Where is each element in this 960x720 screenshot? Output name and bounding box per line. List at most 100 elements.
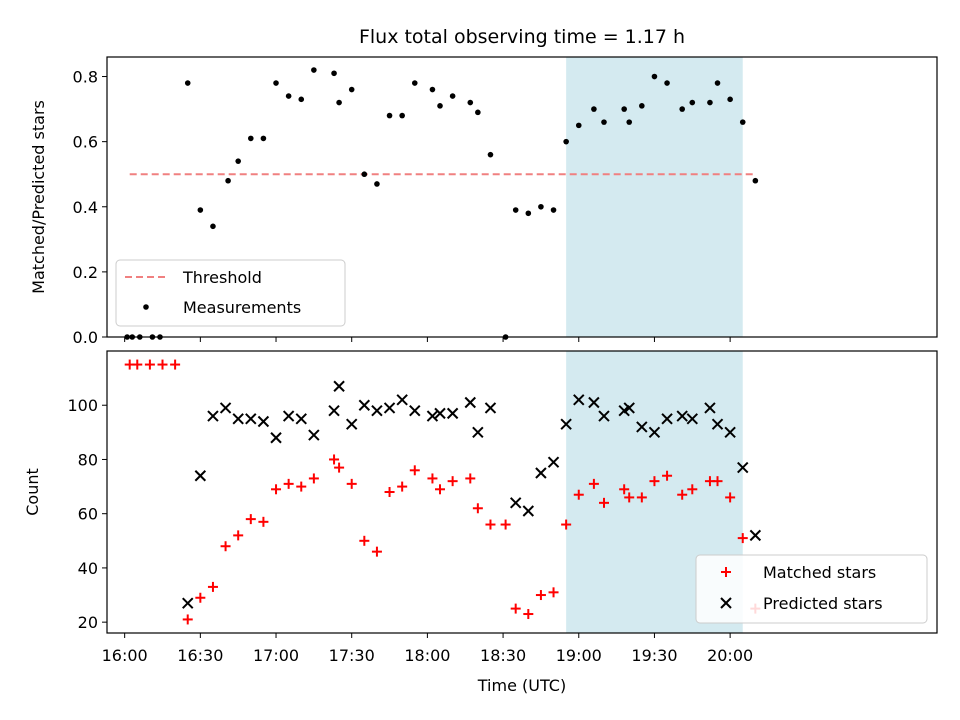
matched-star-point [523,609,534,620]
bottom-xtick-label: 16:00 [102,646,148,665]
measurement-point [429,86,436,93]
bottom-ytick-label: 20 [78,613,98,632]
measurement-point [512,207,519,213]
matched-star-point [472,503,483,514]
predicted-star-point [484,402,497,414]
predicted-star-point [219,402,232,414]
predicted-star-point [598,410,610,422]
measurement-point [639,103,645,109]
measurement-point [525,210,532,217]
top-legend: Threshold Measurements [115,259,346,327]
predicted-star-point [749,529,762,542]
bottom-xtick-label: 18:30 [480,646,526,665]
predicted-star-point [333,380,345,392]
predicted-star-point [724,426,736,439]
matched-star-point [334,462,345,473]
legend-predicted-swatch [720,597,732,609]
measurement-point [727,96,733,103]
top-ytick-label: 0.2 [73,263,98,282]
predicted-star-point [535,467,547,479]
predicted-star-point [472,426,484,439]
matched-star-point [329,454,340,465]
matched-star-point [144,359,155,370]
predicted-star-point [676,410,688,422]
legend-measurements-label: Measurements [183,298,301,317]
measurement-point [311,67,317,73]
measurement-point [689,99,696,106]
matched-star-point [409,465,420,476]
predicted-star-point [686,413,698,425]
bottom-ytick-label: 80 [78,450,98,469]
bottom-ytick-label: 100 [67,396,98,415]
matched-star-point [182,614,193,625]
predicted-star-point [371,404,383,417]
predicted-star-point [711,418,724,430]
matched-star-point [677,489,688,500]
predicted-star-point [308,429,320,441]
top-legend-box [115,259,346,327]
matched-star-point [283,478,294,489]
matched-star-point [500,519,511,530]
predicted-star-point [446,407,459,420]
measurement-point [591,106,597,112]
predicted-star-point [661,413,673,425]
matched-star-point [662,470,673,481]
bottom-xtick-label: 17:30 [329,646,375,665]
matched-star-point [359,535,370,546]
measurement-point [707,99,713,106]
matched-star-point [308,473,319,484]
measurement-point [467,99,474,106]
predicted-star-point [509,497,522,509]
measurement-point [184,80,191,86]
matched-star-point [170,359,181,370]
top-shaded-region [566,57,743,337]
measurement-point [550,207,557,213]
predicted-star-point [396,394,408,406]
measurement-point [664,80,670,86]
measurement-point [235,158,241,164]
bottom-ytick-label: 40 [78,559,98,578]
matched-star-point [132,359,143,370]
measurement-point [361,171,368,178]
matched-star-point [207,581,218,592]
bottom-xtick-label: 17:00 [253,646,299,665]
measurement-point [348,86,355,93]
matched-star-point [619,484,630,495]
bottom-axes-frame [106,350,938,634]
measurement-point [411,80,418,86]
bottom-legend-box [695,554,928,624]
bottom-ytick-label: 60 [78,505,98,524]
top-ytick-label: 0.0 [73,328,98,347]
matched-star-point [510,603,521,614]
predicted-star-point [648,426,661,439]
matched-star-point [435,484,446,495]
predicted-star-point [464,396,476,409]
legend-predicted-label: Predicted stars [763,594,883,613]
matched-star-point [447,476,458,487]
bottom-ylabel: Count [23,468,42,516]
bottom-xtick-label: 19:30 [631,646,677,665]
measurement-point [374,181,380,187]
matched-star-point [397,481,408,492]
top-axes-frame [106,56,938,338]
measurement-point [285,93,292,99]
measurement-point [601,119,607,125]
matched-star-point [588,478,599,489]
measurement-point [575,122,582,129]
measurement-point [386,112,393,119]
matched-star-point [636,492,647,503]
matched-star-point [296,481,307,492]
measurement-point [399,112,405,119]
bottom-xtick-label: 18:00 [404,646,450,665]
bottom-panel-counts: Matched stars Predicted stars 20 40 60 80 100 1… [23,350,938,695]
measurement-point [475,109,481,116]
top-ylabel: Matched/Predicted stars [29,100,48,294]
bottom-xtick-label: 20:00 [707,646,753,665]
measurement-point [739,119,746,125]
matched-star-point [271,484,282,495]
matched-star-point [427,473,438,484]
matched-star-point [195,592,206,603]
measurement-point [331,70,337,77]
predicted-star-point [434,407,446,420]
